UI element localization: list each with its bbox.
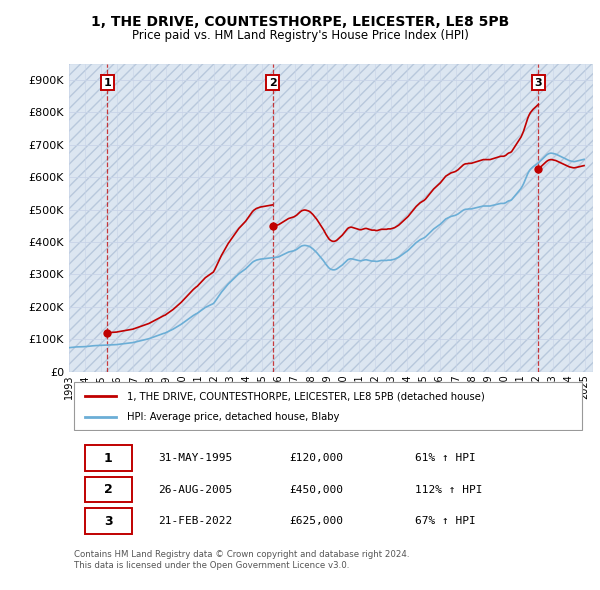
- Text: Price paid vs. HM Land Registry's House Price Index (HPI): Price paid vs. HM Land Registry's House …: [131, 30, 469, 42]
- Text: 26-AUG-2005: 26-AUG-2005: [158, 484, 232, 494]
- Text: 2: 2: [269, 77, 277, 87]
- Text: £120,000: £120,000: [289, 453, 343, 463]
- FancyBboxPatch shape: [85, 477, 132, 503]
- Text: 1: 1: [104, 451, 113, 464]
- Text: 31-MAY-1995: 31-MAY-1995: [158, 453, 232, 463]
- Text: 1, THE DRIVE, COUNTESTHORPE, LEICESTER, LE8 5PB (detached house): 1, THE DRIVE, COUNTESTHORPE, LEICESTER, …: [127, 391, 484, 401]
- Text: HPI: Average price, detached house, Blaby: HPI: Average price, detached house, Blab…: [127, 412, 339, 422]
- Text: 21-FEB-2022: 21-FEB-2022: [158, 516, 232, 526]
- Text: 1: 1: [103, 77, 111, 87]
- Text: 1, THE DRIVE, COUNTESTHORPE, LEICESTER, LE8 5PB: 1, THE DRIVE, COUNTESTHORPE, LEICESTER, …: [91, 15, 509, 29]
- Text: 61% ↑ HPI: 61% ↑ HPI: [415, 453, 475, 463]
- FancyBboxPatch shape: [74, 382, 583, 430]
- Text: 3: 3: [104, 514, 113, 527]
- Text: 3: 3: [535, 77, 542, 87]
- Text: 2: 2: [104, 483, 113, 496]
- FancyBboxPatch shape: [85, 509, 132, 534]
- Text: 67% ↑ HPI: 67% ↑ HPI: [415, 516, 475, 526]
- FancyBboxPatch shape: [85, 445, 132, 471]
- Text: 112% ↑ HPI: 112% ↑ HPI: [415, 484, 482, 494]
- Text: £450,000: £450,000: [289, 484, 343, 494]
- Text: Contains HM Land Registry data © Crown copyright and database right 2024.
This d: Contains HM Land Registry data © Crown c…: [74, 550, 410, 569]
- Text: £625,000: £625,000: [289, 516, 343, 526]
